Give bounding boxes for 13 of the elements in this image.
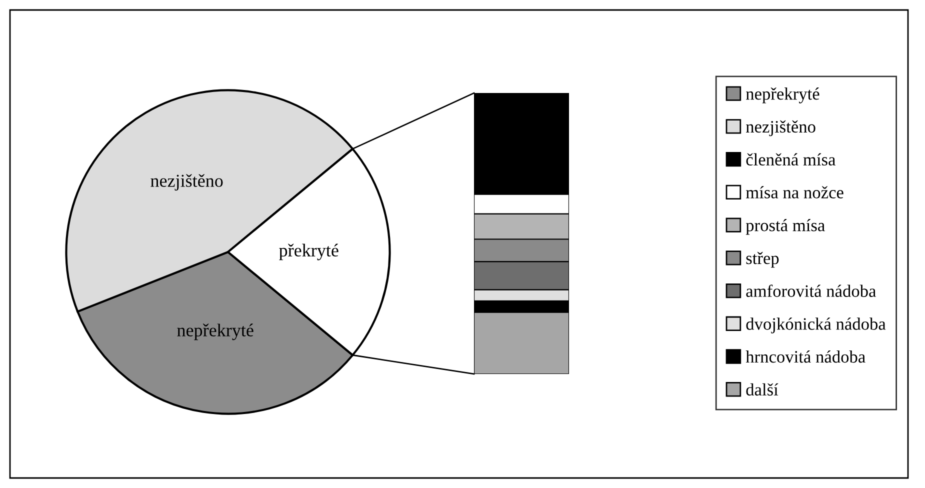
text: členěná mísa — [746, 153, 836, 166]
text: mísa na nožce — [746, 186, 844, 198]
legend-label: hrncovitá nádoba — [746, 350, 866, 363]
text: amforovitá nádoba — [746, 284, 876, 297]
text: dvojkónická nádoba — [746, 318, 886, 334]
slice-label: nepřekryté — [177, 324, 254, 340]
text: střep — [746, 252, 779, 268]
slice-label: nezjištěno — [150, 174, 223, 191]
text: prostá mísa — [746, 219, 825, 235]
legend-label: nepřekryté — [746, 87, 820, 104]
legend-label: nezjištěno — [746, 120, 816, 136]
slice-label: překryté — [279, 244, 338, 260]
legend-label: další — [746, 383, 778, 396]
